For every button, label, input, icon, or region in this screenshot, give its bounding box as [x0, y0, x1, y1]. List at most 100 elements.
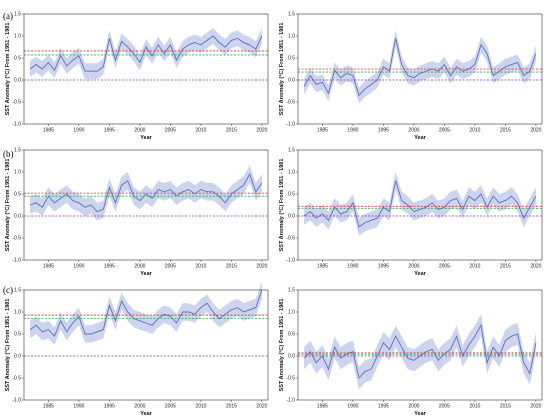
y-tick-label: 1.0 [14, 310, 21, 316]
y-tick-label: 1.5 [288, 148, 295, 154]
y-tick-label: -0.5 [286, 236, 295, 242]
y-tick-label: 0.0 [288, 78, 295, 84]
y-tick-label: 1.0 [14, 170, 21, 176]
y-axis-label: SST Anomaly (°C) From 1951 - 1981 [5, 159, 11, 252]
x-tick-label: 2020 [530, 404, 541, 410]
y-tick-label: 0.5 [288, 332, 295, 338]
x-tick-label: 2010 [195, 404, 206, 410]
x-tick-label: 1985 [317, 128, 328, 134]
y-tick-label: 1.0 [288, 170, 295, 176]
plot-frame [23, 13, 269, 125]
y-tick-label: 1.0 [14, 34, 21, 40]
confidence-band [30, 281, 262, 345]
x-tick-label: 2000 [134, 128, 145, 134]
y-tick-label: -1.0 [286, 258, 295, 264]
y-tick-label: 0.5 [288, 56, 295, 62]
x-tick-label: 2000 [134, 404, 145, 410]
y-tick-label: -1.0 [286, 398, 295, 404]
y-tick-label: -0.5 [12, 376, 21, 382]
y-axis-label: SST Anomaly (°C) From 1951 - 1981 [279, 23, 285, 116]
x-tick-label: 2020 [256, 264, 267, 270]
y-tick-label: 1.0 [288, 310, 295, 316]
x-axis-label: Year [140, 271, 152, 277]
y-tick-label: -1.0 [12, 398, 21, 404]
x-tick-label: 1995 [104, 128, 115, 134]
y-tick-label: 0.0 [288, 354, 295, 360]
y-axis-label: SST Anomaly (°C) From 1951 - 1981 [5, 23, 11, 116]
x-tick-label: 2010 [469, 264, 480, 270]
x-tick-label: 2005 [165, 264, 176, 270]
x-axis-label: Year [414, 135, 426, 141]
confidence-band [304, 314, 536, 389]
x-tick-label: 2015 [500, 264, 511, 270]
x-tick-label: 1990 [347, 264, 358, 270]
plot-frame [297, 289, 543, 401]
x-tick-label: 1985 [317, 264, 328, 270]
x-tick-label: 2020 [530, 264, 541, 270]
x-tick-label: 2005 [439, 264, 450, 270]
sst-anomaly-line [303, 323, 537, 379]
confidence-band [30, 28, 262, 80]
chart-panel-a-right: -1.0 -0.5 0.0 0.5 1.0 1.5 1985 1990 1995 2000 2005… [279, 12, 543, 141]
sst-anomaly-line [303, 38, 537, 97]
y-tick-label: 0.0 [14, 354, 21, 360]
y-tick-label: -0.5 [286, 376, 295, 382]
x-axis-label: Year [140, 411, 152, 417]
x-tick-label: 1995 [378, 128, 389, 134]
y-tick-label: 0.5 [14, 192, 21, 198]
y-tick-label: -1.0 [12, 258, 21, 264]
plot-frame [23, 289, 269, 401]
x-tick-label: 1995 [378, 404, 389, 410]
y-tick-label: 1.5 [14, 12, 21, 18]
y-tick-label: 1.5 [14, 288, 21, 294]
panel-label-c: (c) [3, 285, 13, 295]
chart-panel-a-left: -1.0 -0.5 0.0 0.5 1.0 1.5 1985 1990 1995 2000 2005… [5, 12, 269, 141]
x-tick-label: 2005 [165, 128, 176, 134]
chart-panel-c-right: -1.0 -0.5 0.0 0.5 1.0 1.5 1985 1990 1995 2000 2005… [279, 288, 543, 417]
y-tick-label: 1.0 [288, 34, 295, 40]
x-tick-label: 2020 [530, 128, 541, 134]
y-axis-label: SST Anomaly (°C) From 1951 - 1981 [279, 299, 285, 392]
sst-anomaly-line [303, 180, 537, 228]
x-tick-label: 1995 [378, 264, 389, 270]
x-tick-label: 2005 [165, 404, 176, 410]
x-tick-label: 2015 [500, 128, 511, 134]
x-tick-label: 2010 [195, 264, 206, 270]
y-tick-label: -1.0 [286, 122, 295, 128]
x-tick-label: 2015 [226, 264, 237, 270]
y-tick-label: 1.5 [14, 148, 21, 154]
y-tick-label: 0.0 [288, 214, 295, 220]
x-tick-label: 2005 [439, 128, 450, 134]
y-tick-label: 0.5 [14, 332, 21, 338]
x-axis-label: Year [140, 135, 152, 141]
y-tick-label: -0.5 [12, 100, 21, 106]
x-tick-label: 2005 [439, 404, 450, 410]
panel-label-a: (a) [3, 11, 13, 21]
y-tick-label: 1.5 [288, 288, 295, 294]
x-tick-label: 1995 [104, 404, 115, 410]
sst-anomaly-line [29, 289, 263, 338]
x-tick-label: 2000 [134, 264, 145, 270]
sst-anomaly-line [29, 35, 263, 72]
y-tick-label: 1.5 [288, 12, 295, 18]
plot-frame [23, 149, 269, 261]
y-axis-label: SST Anomaly (°C) From 1951 - 1981 [5, 299, 11, 392]
sst-anomaly-line [29, 173, 263, 213]
y-tick-label: 0.5 [288, 192, 295, 198]
x-tick-label: 1995 [104, 264, 115, 270]
x-tick-label: 1985 [43, 264, 54, 270]
x-tick-label: 2015 [226, 404, 237, 410]
x-tick-label: 2010 [469, 128, 480, 134]
y-axis-label: SST Anomaly (°C) From 1951 - 1981 [279, 159, 285, 252]
y-tick-label: -0.5 [12, 236, 21, 242]
plot-frame [297, 149, 543, 261]
y-tick-label: 0.0 [14, 214, 21, 220]
x-axis-label: Year [414, 411, 426, 417]
plot-frame [297, 13, 543, 125]
chart-panel-b-left: -1.0 -0.5 0.0 0.5 1.0 1.5 1985 1990 1995 2000 2005… [5, 148, 269, 277]
confidence-band [30, 165, 262, 221]
y-tick-label: -1.0 [12, 122, 21, 128]
x-tick-label: 1990 [347, 128, 358, 134]
x-axis-label: Year [414, 271, 426, 277]
